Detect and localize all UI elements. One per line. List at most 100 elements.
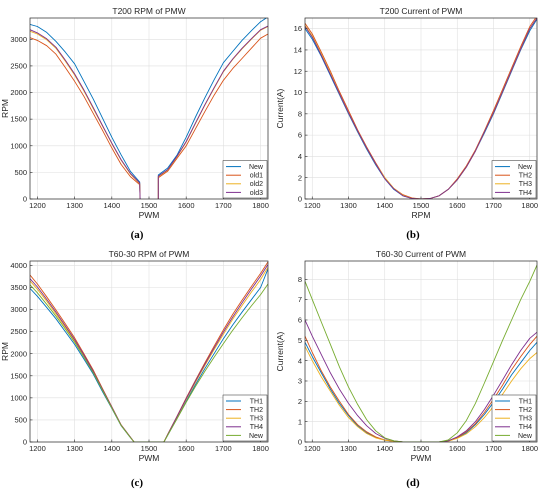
y-tick-label: 500	[14, 416, 27, 425]
legend-label: TH4	[250, 424, 263, 431]
legend-label: TH3	[250, 416, 263, 423]
y-tick-label: 4	[298, 152, 302, 161]
x-tick-label: 1800	[521, 444, 538, 453]
legend-label: TH2	[519, 173, 532, 180]
x-tick-label: 1500	[413, 201, 430, 210]
series-line-th2	[30, 261, 268, 442]
x-tick-label: 1400	[103, 444, 120, 453]
y-tick-label: 0	[298, 195, 302, 204]
panel-label: (b)	[406, 229, 420, 241]
x-tick-label: 1800	[252, 201, 269, 210]
y-tick-label: 5	[298, 336, 302, 345]
x-axis-label: PWM	[139, 210, 160, 220]
series-line-th2	[305, 18, 537, 199]
y-tick-label: 3000	[10, 305, 27, 314]
legend-label: TH3	[519, 416, 532, 423]
chart-title: T200 RPM of PMW	[112, 6, 185, 16]
panel-label: (d)	[406, 477, 420, 489]
x-axis-label: PWM	[139, 453, 160, 463]
x-tick-label: 1800	[252, 444, 269, 453]
x-tick-label: 1500	[141, 444, 158, 453]
x-tick-label: 1400	[376, 201, 393, 210]
y-tick-label: 0	[298, 438, 302, 447]
x-tick-label: 1700	[485, 201, 502, 210]
x-tick-label: 1300	[66, 201, 83, 210]
x-tick-label: 1300	[340, 201, 357, 210]
x-tick-label: 1400	[103, 201, 120, 210]
x-tick-label: 1200	[29, 201, 46, 210]
series-line-th2	[305, 335, 537, 442]
y-axis-label: Current(A)	[275, 89, 285, 129]
y-tick-label: 1500	[10, 371, 27, 380]
series-line-th1	[305, 342, 537, 442]
series-group	[305, 18, 537, 199]
legend-label: New	[518, 164, 533, 171]
y-tick-label: 2500	[10, 327, 27, 336]
y-tick-label: 3000	[10, 35, 27, 44]
series-group	[30, 18, 268, 199]
y-tick-label: 1500	[10, 115, 27, 124]
chart-4: 1200 1300 1400 1500 1600 1700 1800 0 1 2 3 4 5 6 7 8 T60…	[275, 249, 538, 463]
y-tick-label: 10	[294, 88, 302, 97]
series-line-new	[30, 283, 268, 442]
chart-title: T200 Current of PWM	[380, 6, 463, 16]
panel-label: (a)	[131, 229, 144, 241]
x-tick-label: 1600	[178, 201, 195, 210]
series-line-th3	[30, 266, 268, 442]
series-line-old3	[30, 29, 141, 199]
x-tick-label: 1800	[521, 201, 538, 210]
y-tick-label: 6	[298, 131, 302, 140]
chart-title: T60-30 Current of PWM	[376, 249, 466, 259]
legend-label: TH1	[519, 398, 532, 405]
y-axis-label: RPM	[0, 99, 10, 118]
series-line-th4	[305, 18, 537, 199]
legend-label: New	[249, 433, 264, 440]
y-tick-label: 12	[294, 67, 302, 76]
legend-label: TH4	[519, 190, 532, 197]
y-tick-label: 1000	[10, 393, 27, 402]
series-line-th3	[305, 346, 537, 442]
series-line-new	[30, 23, 141, 199]
y-tick-label: 2000	[10, 88, 27, 97]
series-line-new	[157, 18, 268, 199]
legend-label: old1	[250, 173, 263, 180]
y-tick-label: 6	[298, 316, 302, 325]
x-tick-label: 1200	[29, 444, 46, 453]
x-tick-label: 1700	[485, 444, 502, 453]
legend-label: New	[518, 433, 533, 440]
y-tick-label: 2000	[10, 349, 27, 358]
y-tick-label: 2	[298, 173, 302, 182]
x-tick-label: 1500	[141, 201, 158, 210]
series-line-old1	[157, 33, 268, 199]
series-line-old1	[30, 37, 141, 199]
series-line-th4	[305, 319, 537, 442]
y-tick-label: 1000	[10, 141, 27, 150]
y-axis-label: Current(A)	[275, 332, 285, 372]
x-axis-label: PWM	[411, 453, 432, 463]
x-tick-label: 1600	[178, 444, 195, 453]
y-tick-label: 7	[298, 295, 302, 304]
legend-label: TH2	[250, 407, 263, 414]
x-tick-label: 1200	[304, 201, 321, 210]
chart-2: 1200 1300 1400 1500 1600 1700 1800 0 2 4 6 8 10 12 14 1…	[275, 6, 538, 220]
y-tick-label: 3	[298, 377, 302, 386]
x-tick-label: 1300	[340, 444, 357, 453]
x-tick-label: 1200	[304, 444, 321, 453]
y-tick-label: 1	[298, 417, 302, 426]
series-group	[305, 264, 537, 442]
legend-label: TH1	[250, 398, 263, 405]
y-tick-label: 14	[294, 46, 302, 55]
legend-label: New	[249, 164, 264, 171]
x-tick-label: 1600	[449, 444, 466, 453]
x-tick-label: 1700	[215, 444, 232, 453]
y-tick-label: 2	[298, 397, 302, 406]
y-tick-label: 4000	[10, 261, 27, 270]
series-line-old3	[157, 25, 268, 199]
y-tick-label: 8	[298, 275, 302, 284]
legend-label: TH3	[519, 181, 532, 188]
x-tick-label: 1400	[376, 444, 393, 453]
